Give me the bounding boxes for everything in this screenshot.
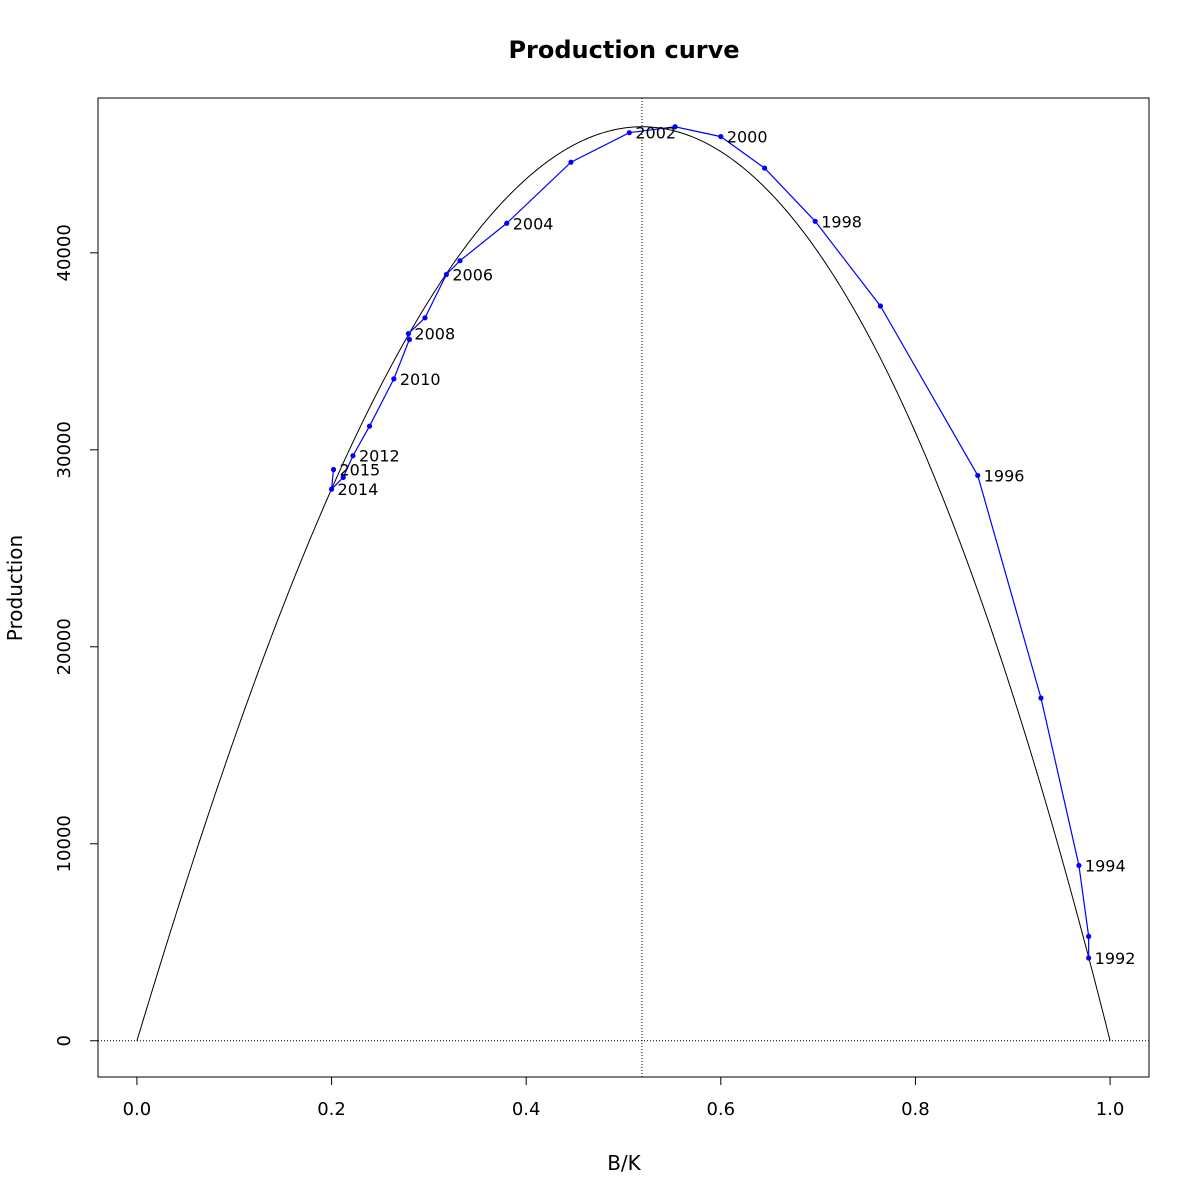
year-label-2015: 2015 <box>340 461 381 480</box>
plot-frame <box>97 97 1150 1078</box>
data-point-1997 <box>877 303 884 309</box>
data-point-2009 <box>406 336 413 343</box>
data-point-2004 <box>504 220 510 226</box>
year-label-2002: 2002 <box>635 124 676 143</box>
data-point-2008 <box>405 330 412 337</box>
year-label-2000: 2000 <box>727 128 768 147</box>
data-point-2005 <box>457 258 463 264</box>
data-point-2002 <box>626 130 632 136</box>
year-label-1994: 1994 <box>1085 856 1126 875</box>
year-label-1992: 1992 <box>1095 949 1136 968</box>
data-point-2012 <box>350 453 356 459</box>
y-tick-label: 30000 <box>54 421 75 478</box>
year-label-2012: 2012 <box>359 447 400 466</box>
data-point-2007 <box>422 315 428 321</box>
y-axis-label: Production <box>3 535 27 641</box>
data-point-2010 <box>391 376 397 382</box>
data-point-1995 <box>1038 695 1044 701</box>
data-point-2003 <box>568 159 574 165</box>
year-label-2006: 2006 <box>452 265 493 284</box>
year-label-2008: 2008 <box>414 325 455 344</box>
data-point-2013 <box>340 474 346 480</box>
data-point-2015 <box>330 466 337 473</box>
year-label-2010: 2010 <box>400 370 441 389</box>
fitted-production-curve <box>136 126 1111 1041</box>
data-point-1994 <box>1076 862 1082 869</box>
x-axis-label: B/K <box>607 1151 641 1175</box>
chart-title: Production curve <box>508 36 739 64</box>
y-tick-label: 0 <box>54 1035 75 1046</box>
data-point-2006 <box>443 271 449 278</box>
data-point-1993 <box>1086 933 1092 939</box>
data-point-1999 <box>762 165 768 171</box>
observed-series-line <box>330 126 1090 959</box>
year-label-1998: 1998 <box>821 212 862 231</box>
data-point-1992 <box>1086 955 1092 961</box>
x-tick-label: 1.0 <box>1096 1099 1125 1120</box>
year-label-2014: 2014 <box>338 480 379 499</box>
data-point-2014 <box>328 486 335 492</box>
year-label-2004: 2004 <box>513 214 554 233</box>
x-tick-label: 0.6 <box>706 1099 735 1120</box>
y-tick-label: 20000 <box>54 618 75 675</box>
year-label-1996: 1996 <box>984 466 1025 485</box>
data-point-2001 <box>672 124 678 130</box>
data-point-1996 <box>975 472 981 479</box>
y-tick-label: 10000 <box>54 815 75 872</box>
data-point-2011 <box>366 423 373 429</box>
x-tick-label: 0.4 <box>512 1099 541 1120</box>
x-tick-label: 0.0 <box>123 1099 152 1120</box>
x-tick-label: 0.2 <box>317 1099 346 1120</box>
y-tick-label: 40000 <box>54 224 75 281</box>
data-point-2000 <box>718 134 724 140</box>
x-tick-label: 0.8 <box>901 1099 930 1120</box>
data-point-1998 <box>812 218 818 224</box>
